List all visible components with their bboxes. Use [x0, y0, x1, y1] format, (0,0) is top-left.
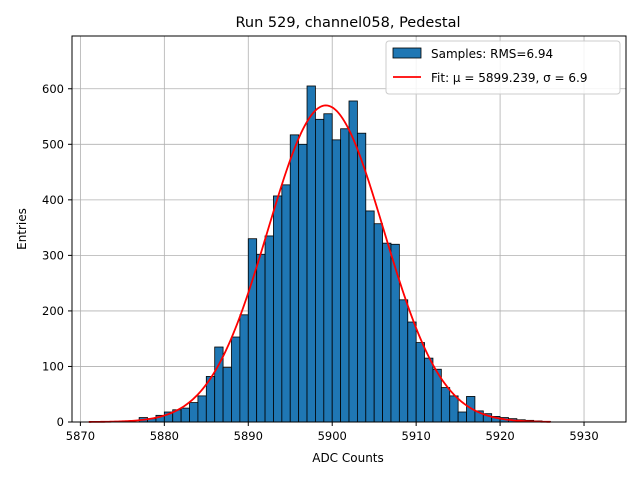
histogram-bar: [331, 139, 342, 423]
histogram-bar: [373, 223, 383, 423]
y-tick-label: 600: [42, 82, 64, 96]
plot-area-frame: [71, 35, 627, 423]
histogram-bar: [231, 336, 241, 423]
histogram-bar: [449, 395, 459, 423]
x-tick-label: 5870: [66, 429, 95, 443]
x-axis-ticks: 5870 5880 5890 5900 5910 5920 5930: [66, 422, 599, 443]
legend-box: [385, 40, 621, 95]
y-tick-label: 400: [42, 193, 64, 207]
chart-title: Run 529, channel058, Pedestal: [235, 15, 460, 31]
histogram-bar: [239, 314, 249, 423]
histogram-bar: [247, 238, 258, 423]
histogram-bar: [390, 243, 400, 423]
histogram-bar: [415, 342, 425, 423]
histogram-bar: [457, 411, 467, 423]
y-tick-label: 500: [42, 137, 64, 151]
histogram-bar: [306, 85, 316, 423]
fit-curve-group: [88, 104, 551, 423]
legend: Samples: RMS=6.94 Fit: μ = 5899.239, σ =…: [385, 40, 621, 95]
histogram-bar: [365, 210, 375, 423]
x-tick-label: 5910: [402, 429, 431, 443]
legend-swatch-samples: [392, 47, 422, 59]
histogram-bar: [440, 387, 451, 423]
y-axis-label: Entries: [15, 208, 29, 250]
histogram-bar: [315, 118, 325, 423]
histogram-bar: [222, 367, 232, 423]
y-tick-label: 0: [57, 415, 64, 429]
histogram-bar: [424, 357, 434, 423]
fit-curve: [88, 104, 551, 423]
histogram-bar: [264, 235, 274, 423]
histogram-bar: [256, 253, 266, 423]
histogram-bar: [407, 321, 417, 423]
histogram-bar: [340, 128, 350, 423]
histogram-bar: [189, 402, 199, 423]
histogram-bar: [356, 132, 367, 423]
y-tick-label: 200: [42, 304, 64, 318]
histogram-bar: [323, 113, 333, 423]
histogram-bar: [382, 242, 392, 423]
histogram-bar: [180, 407, 190, 423]
histogram-bar: [197, 395, 207, 423]
x-tick-label: 5890: [234, 429, 263, 443]
legend-label-fit: Fit: μ = 5899.239, σ = 6.9: [431, 71, 588, 85]
x-tick-label: 5930: [569, 429, 598, 443]
histogram-bar: [398, 299, 409, 423]
x-tick-label: 5920: [485, 429, 514, 443]
histogram-bar: [273, 195, 283, 423]
y-axis-ticks: 0 100 200 300 400 500 600: [42, 82, 72, 429]
legend-label-samples: Samples: RMS=6.94: [431, 47, 553, 61]
histogram-bar: [348, 100, 358, 423]
x-tick-label: 5900: [318, 429, 347, 443]
histogram-bar: [298, 143, 308, 423]
y-tick-label: 100: [42, 359, 64, 373]
x-tick-label: 5880: [150, 429, 179, 443]
histogram-bar: [289, 134, 300, 423]
x-axis-label: ADC Counts: [312, 451, 384, 465]
y-tick-label: 300: [42, 248, 64, 262]
histogram-bar: [281, 184, 291, 423]
